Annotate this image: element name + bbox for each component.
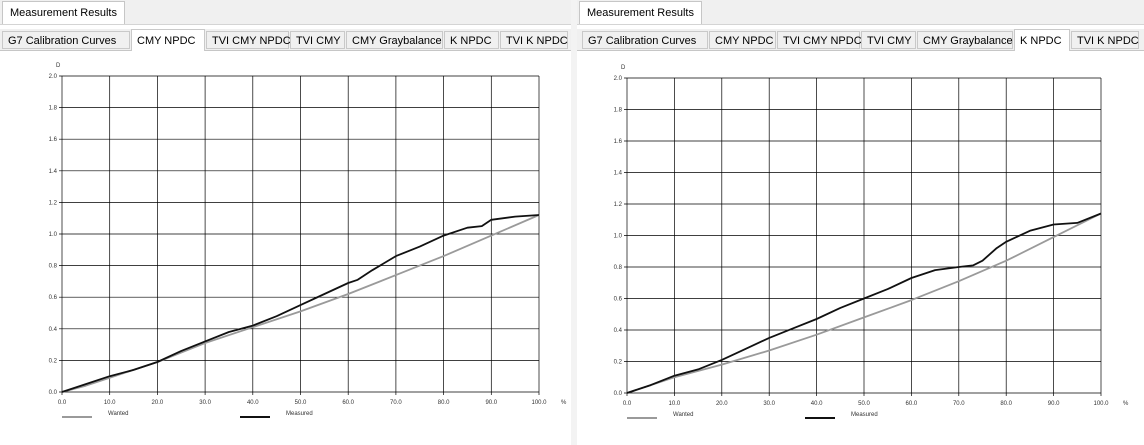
y-tick-label: 1.2 [49,200,58,206]
series-line-measured [626,212,1102,394]
x-tick-label: 40.0 [811,401,823,407]
tab-tvi-cmy[interactable]: TVI CMY [290,31,345,49]
left-results-panel: Measurement Results G7 Calibration Curve… [0,0,571,445]
tab-tvi-k-npdc[interactable]: TVI K NPDC [500,31,568,49]
y-tick-label: 1.6 [614,139,623,145]
x-tick-label: 50.0 [295,400,307,406]
y-tick-label: 0.6 [614,297,623,303]
x-tick-label: 20.0 [152,400,164,406]
y-tick-label: 0.4 [49,327,58,333]
x-axis-label: % [1123,401,1129,407]
tab-tvi-cmy-npdc[interactable]: TVI CMY NPDC [206,31,291,49]
tab-k-npdc[interactable]: K NPDC [1014,29,1070,51]
x-tick-label: 100.0 [531,400,547,406]
y-tick-label: 1.8 [614,108,623,114]
tab-tvi-cmy[interactable]: TVI CMY [861,31,916,49]
y-tick-label: 1.6 [49,137,58,143]
tab-bar: G7 Calibration Curves CMY NPDC TVI CMY N… [0,29,571,51]
results-header-strip: Measurement Results [0,0,571,25]
series-line-wanted [61,214,540,393]
x-tick-label: 20.0 [716,401,728,407]
y-tick-label: 0.0 [49,390,58,396]
x-tick-label: 90.0 [485,400,497,406]
y-axis-label: D [56,63,61,69]
x-tick-label: 60.0 [342,400,354,406]
x-tick-label: 0.0 [623,401,632,407]
x-tick-label: 100.0 [1093,401,1109,407]
x-tick-label: 50.0 [858,401,870,407]
x-tick-label: 0.0 [58,400,67,406]
x-tick-label: 60.0 [906,401,918,407]
y-tick-label: 0.0 [614,391,623,397]
x-tick-label: 40.0 [247,400,259,406]
legend-label-wanted: Wanted [108,411,128,417]
y-tick-label: 2.0 [614,76,623,82]
y-tick-label: 1.4 [49,169,58,175]
legend-label-measured: Measured [286,411,313,417]
y-tick-label: 1.0 [614,234,623,240]
y-tick-label: 1.2 [614,202,623,208]
x-tick-label: 70.0 [390,400,402,406]
tab-cmy-graybalance[interactable]: CMY Graybalance [917,31,1013,49]
y-tick-label: 0.8 [49,264,58,270]
legend-label-wanted: Wanted [673,412,693,418]
tab-k-npdc[interactable]: K NPDC [444,31,499,49]
y-tick-label: 0.4 [614,328,623,334]
k-npdc-chart: 0.0 10.0 20.0 30.0 40.0 50.0 60.0 70.0 80.0 90.0 1… [614,65,1129,419]
y-tick-label: 1.0 [49,232,58,238]
x-tick-label: 90.0 [1048,401,1060,407]
y-axis-label: D [621,65,626,71]
panel-separator [571,0,577,445]
y-tick-label: 0.8 [614,265,623,271]
series-line-measured [61,214,540,393]
tab-g7-calibration-curves[interactable]: G7 Calibration Curves [582,31,708,49]
x-axis-label: % [561,400,567,406]
legend-label-measured: Measured [851,412,878,418]
x-tick-label: 80.0 [438,400,450,406]
tab-tvi-k-npdc[interactable]: TVI K NPDC [1071,31,1139,49]
tab-g7-calibration-curves[interactable]: G7 Calibration Curves [2,31,130,49]
y-tick-label: 0.6 [49,295,58,301]
x-tick-label: 30.0 [199,400,211,406]
measurement-results-title[interactable]: Measurement Results [2,1,125,24]
tab-cmy-npdc[interactable]: CMY NPDC [131,29,205,51]
tab-tvi-cmy-npdc[interactable]: TVI CMY NPDC [777,31,862,49]
y-tick-label: 2.0 [49,74,58,80]
y-tick-label: 1.4 [614,171,623,177]
tab-bar: G7 Calibration Curves CMY NPDC TVI CMY N… [577,29,1144,51]
tab-cmy-graybalance[interactable]: CMY Graybalance [346,31,443,49]
x-tick-label: 10.0 [669,401,681,407]
measurement-results-title[interactable]: Measurement Results [579,1,702,24]
results-header-strip: Measurement Results [577,0,1144,25]
x-tick-label: 30.0 [763,401,775,407]
tab-cmy-npdc[interactable]: CMY NPDC [709,31,776,49]
y-tick-label: 0.2 [49,358,58,364]
x-tick-label: 80.0 [1000,401,1012,407]
x-tick-label: 10.0 [104,400,116,406]
x-tick-label: 70.0 [953,401,965,407]
y-tick-label: 0.2 [614,360,623,366]
series-line-wanted [626,212,1102,394]
cmy-npdc-chart: 0.0 10.0 20.0 30.0 40.0 50.0 60.0 70.0 80.0 90.0 1… [49,63,567,418]
right-results-panel: Measurement Results G7 Calibration Curve… [577,0,1144,445]
y-tick-label: 1.8 [49,106,58,112]
